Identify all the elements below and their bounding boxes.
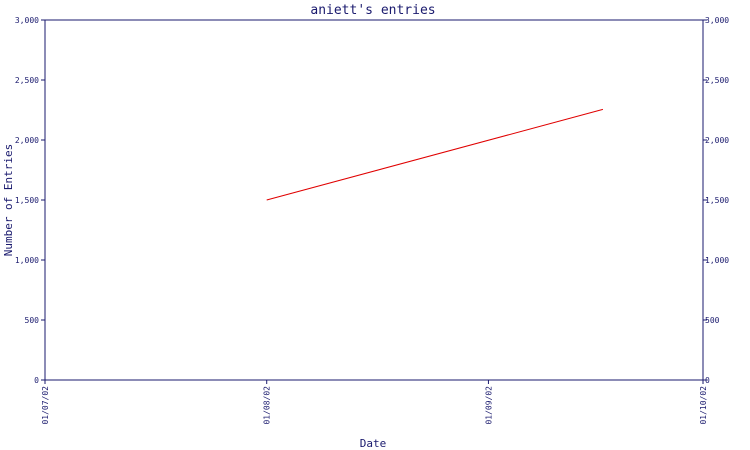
y-tick-label: 0 — [34, 376, 39, 385]
x-axis-label: Date — [360, 437, 387, 450]
y-tick-label: 1,000 — [15, 256, 39, 265]
plot-area — [44, 19, 704, 381]
y-axis-label: Number of Entries — [2, 144, 15, 257]
y-tick-label-right: 1,000 — [705, 256, 729, 265]
y-tick-label: 500 — [25, 316, 40, 325]
y-tick-label: 2,500 — [15, 76, 39, 85]
y-axis-left: 0 500 1,000 1,500 2,000 2,500 3,000 — [15, 16, 45, 385]
y-tick-label-right: 500 — [705, 316, 720, 325]
x-tick-label: 01/07/02 — [41, 386, 50, 425]
chart-title: aniett's entries — [310, 3, 435, 18]
y-tick-label-right: 2,500 — [705, 76, 729, 85]
x-tick-label: 01/08/02 — [263, 386, 272, 425]
y-tick-label: 3,000 — [15, 16, 39, 25]
y-tick-label-right: 0 — [705, 376, 710, 385]
y-axis-right: 0 500 1,000 1,500 2,000 2,500 3,000 — [703, 16, 729, 385]
y-tick-label-right: 1,500 — [705, 196, 729, 205]
y-tick-label-right: 3,000 — [705, 16, 729, 25]
x-axis: 01/07/02 01/08/02 01/09/02 01/10/02 — [41, 380, 708, 425]
y-tick-label: 2,000 — [15, 136, 39, 145]
y-tick-label-right: 2,000 — [705, 136, 729, 145]
series-layer — [266, 108, 604, 201]
series-line — [266, 108, 604, 201]
y-tick-label: 1,500 — [15, 196, 39, 205]
x-tick-label: 01/09/02 — [484, 386, 493, 425]
x-tick-label: 01/10/02 — [699, 386, 708, 425]
